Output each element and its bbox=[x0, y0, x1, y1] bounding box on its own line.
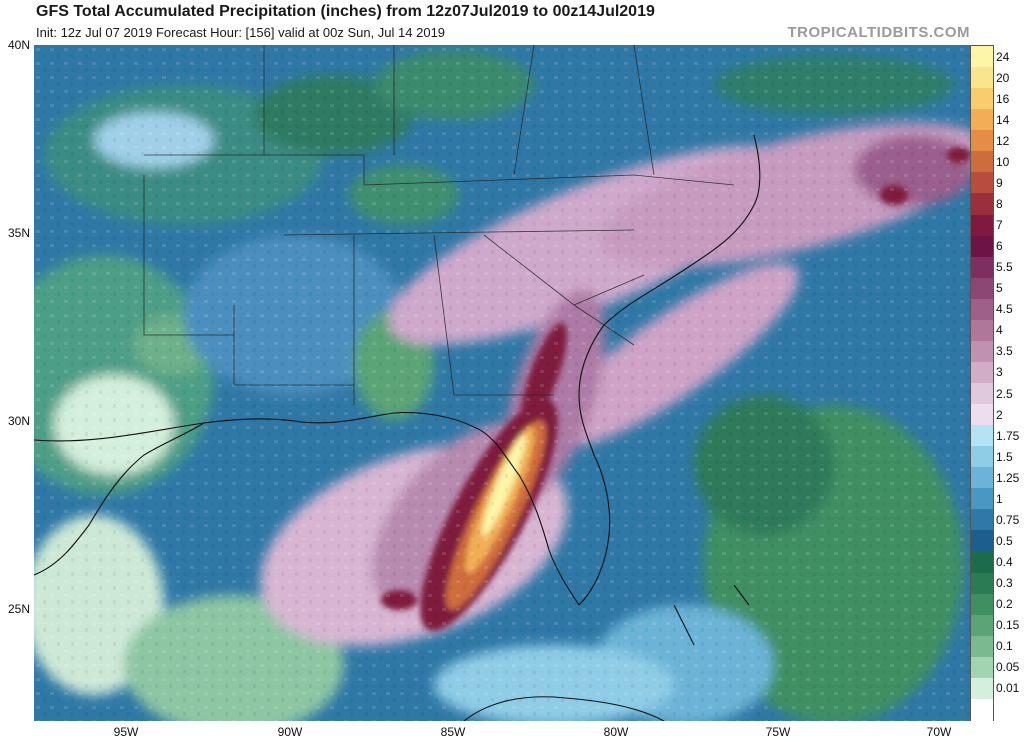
colorbar-swatch bbox=[971, 530, 993, 552]
brand-watermark: TROPICALTIDBITS.COM bbox=[787, 24, 970, 41]
colorbar-swatch bbox=[971, 277, 993, 300]
colorbar-swatch bbox=[971, 256, 993, 279]
colorbar-tick-label: 10 bbox=[996, 154, 1010, 169]
colorbar-tick-label: 1.5 bbox=[996, 449, 1013, 464]
colorbar-swatch bbox=[971, 467, 993, 489]
colorbar-tick-label: 5 bbox=[996, 281, 1003, 296]
colorbar-tick-label: 1.75 bbox=[996, 428, 1020, 443]
colorbar-tick-label: 4 bbox=[996, 323, 1003, 338]
colorbar-tick-label: 0.75 bbox=[996, 512, 1020, 527]
colorbar-swatch bbox=[971, 298, 993, 321]
colorbar-swatch bbox=[971, 172, 993, 194]
longitude-label-90w: 90W bbox=[277, 725, 303, 739]
colorbar-swatch bbox=[971, 383, 993, 405]
colorbar-swatch bbox=[971, 551, 993, 574]
colorbar-tick-label: 5.5 bbox=[996, 260, 1013, 275]
colorbar-swatch bbox=[971, 340, 993, 363]
colorbar-tick-label: 3.5 bbox=[996, 344, 1013, 359]
colorbar-swatch bbox=[971, 635, 993, 658]
colorbar-tick-label: 4.5 bbox=[996, 302, 1013, 317]
colorbar-swatch bbox=[971, 572, 993, 595]
colorbar-swatch bbox=[971, 319, 993, 342]
precipitation-map bbox=[34, 45, 970, 721]
latitude-label-25n: 25N bbox=[7, 602, 30, 616]
latitude-label-40n: 40N bbox=[7, 38, 30, 52]
colorbar-tick-label: 0.2 bbox=[996, 597, 1013, 612]
colorbar-swatch bbox=[971, 509, 993, 531]
latitude-label-30n: 30N bbox=[7, 414, 30, 428]
colorbar-swatch bbox=[971, 698, 993, 721]
colorbar-tick-label: 1 bbox=[996, 491, 1003, 506]
colorbar-swatch bbox=[971, 193, 993, 215]
latitude-label-35n: 35N bbox=[7, 226, 30, 240]
colorbar-tick-label: 6 bbox=[996, 239, 1003, 254]
colorbar-tick-label: 0.05 bbox=[996, 660, 1020, 675]
longitude-label-95w: 95W bbox=[113, 725, 139, 739]
colorbar-labels: 24 20 16 14 12 10 9 8 7 6 5.5 5 4.5 4 3.5 3 2.5 2 1.75 1.5 1… bbox=[996, 45, 1024, 721]
colorbar-swatch bbox=[971, 677, 993, 700]
colorbar-swatch bbox=[971, 130, 993, 152]
colorbar-tick-label: 20 bbox=[996, 70, 1010, 85]
colorbar-tick-label: 1.25 bbox=[996, 470, 1020, 485]
colorbar-tick-label: 14 bbox=[996, 112, 1010, 127]
colorbar bbox=[970, 45, 994, 721]
map-title: GFS Total Accumulated Precipitation (inc… bbox=[36, 3, 655, 20]
colorbar-tick-label: 24 bbox=[996, 49, 1010, 64]
colorbar-tick-label: 0.01 bbox=[996, 681, 1020, 696]
colorbar-tick-label: 0.5 bbox=[996, 533, 1013, 548]
longitude-label-70w: 70W bbox=[926, 725, 952, 739]
colorbar-tick-label: 0.3 bbox=[996, 576, 1013, 591]
colorbar-swatch bbox=[971, 656, 993, 679]
longitude-label-75w: 75W bbox=[765, 725, 791, 739]
colorbar-swatch bbox=[971, 593, 993, 616]
colorbar-swatch bbox=[971, 488, 993, 510]
colorbar-tick-label: 3 bbox=[996, 365, 1003, 380]
colorbar-swatch bbox=[971, 151, 993, 173]
colorbar-swatch bbox=[971, 46, 993, 68]
colorbar-swatch bbox=[971, 235, 993, 258]
colorbar-swatch bbox=[971, 88, 993, 110]
longitude-label-80w: 80W bbox=[603, 725, 629, 739]
colorbar-swatch bbox=[971, 425, 993, 447]
colorbar-tick-label: 9 bbox=[996, 175, 1003, 190]
colorbar-swatch bbox=[971, 614, 993, 637]
colorbar-swatch bbox=[971, 67, 993, 89]
colorbar-swatch bbox=[971, 446, 993, 468]
colorbar-swatch bbox=[971, 404, 993, 426]
colorbar-tick-label: 12 bbox=[996, 133, 1010, 148]
colorbar-tick-label: 0.4 bbox=[996, 555, 1013, 570]
colorbar-tick-label: 0.1 bbox=[996, 639, 1013, 654]
colorbar-tick-label: 0.15 bbox=[996, 618, 1020, 633]
colorbar-tick-label: 7 bbox=[996, 218, 1003, 233]
longitude-label-85w: 85W bbox=[440, 725, 466, 739]
precipitation-field bbox=[34, 45, 970, 721]
colorbar-swatch bbox=[971, 109, 993, 131]
colorbar-tick-label: 8 bbox=[996, 196, 1003, 211]
colorbar-swatch bbox=[971, 361, 993, 384]
colorbar-tick-label: 16 bbox=[996, 91, 1010, 106]
forecast-info: Init: 12z Jul 07 2019 Forecast Hour: [15… bbox=[36, 25, 446, 40]
colorbar-tick-label: 2 bbox=[996, 407, 1003, 422]
colorbar-swatch bbox=[971, 214, 993, 237]
colorbar-tick-label: 2.5 bbox=[996, 386, 1013, 401]
